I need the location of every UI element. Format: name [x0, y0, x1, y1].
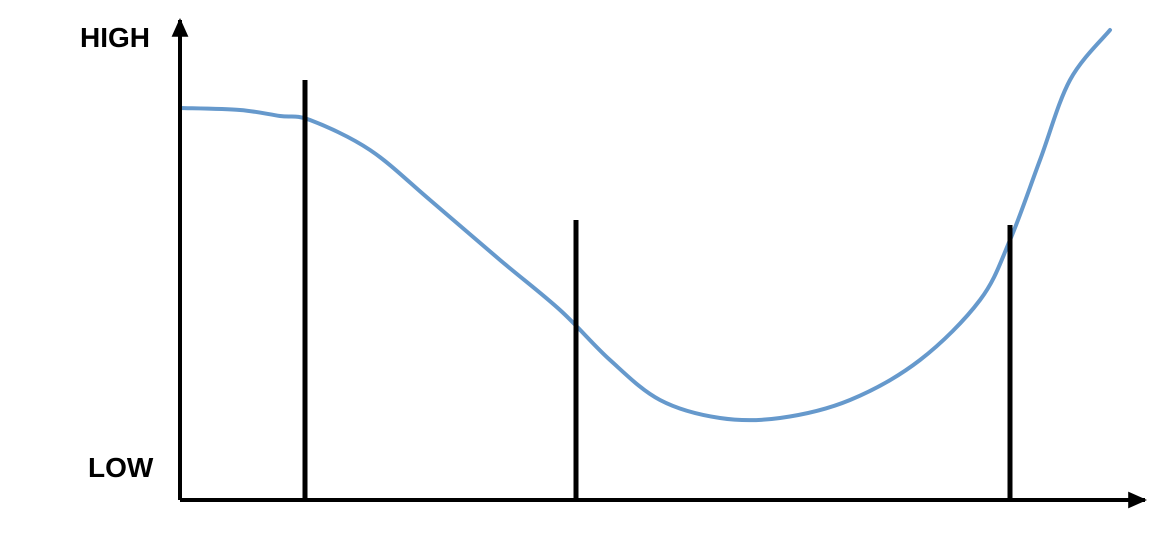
x-axis-arrowhead — [1128, 492, 1147, 509]
vertical-markers — [305, 80, 1010, 500]
y-axis-label-low: LOW — [88, 452, 153, 484]
chart-container: HIGH LOW — [0, 0, 1156, 546]
y-axis-label-high: HIGH — [80, 22, 150, 54]
curve-line — [180, 30, 1110, 420]
chart-svg — [0, 0, 1156, 546]
y-axis-arrowhead — [172, 18, 189, 37]
